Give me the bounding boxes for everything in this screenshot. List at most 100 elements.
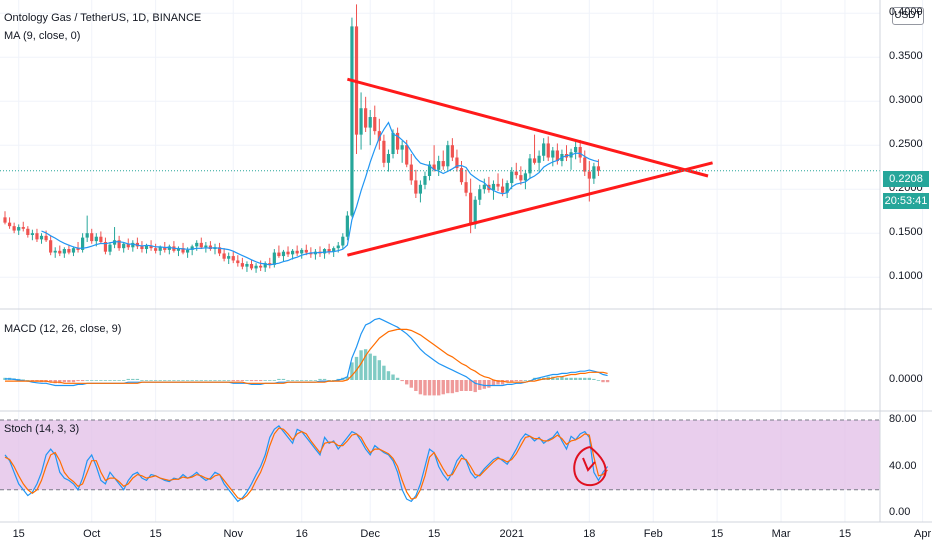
macd-histogram-bar: [423, 380, 427, 396]
time-tick-label: Dec: [360, 528, 380, 540]
candle-body: [583, 157, 587, 172]
candle-body: [94, 236, 98, 242]
currency-button[interactable]: USDT: [892, 7, 924, 25]
candle-body: [377, 131, 381, 141]
candle-body: [596, 166, 601, 171]
macd-histogram-bar: [528, 380, 532, 381]
macd-histogram-bar: [596, 380, 601, 381]
candle: [569, 148, 573, 170]
macd-histogram-bar: [359, 350, 363, 380]
candle-body: [131, 242, 135, 248]
macd-histogram-bar: [464, 380, 468, 391]
candle: [496, 173, 500, 191]
candle: [574, 141, 578, 160]
time-tick-label: Apr: [914, 528, 932, 540]
candle: [373, 105, 377, 135]
candle: [26, 226, 30, 238]
macd-histogram-bar: [199, 380, 203, 381]
macd-histogram-bar: [391, 374, 395, 380]
macd-histogram-bar: [427, 380, 432, 396]
candle: [345, 211, 349, 241]
candle-body: [542, 143, 546, 156]
candle-body: [528, 158, 532, 174]
candle: [313, 249, 318, 260]
macd-legend[interactable]: MACD (12, 26, close, 9): [4, 323, 122, 335]
stoch-d-line: [4, 427, 609, 500]
macd-histogram-bar: [167, 380, 172, 381]
price-pane[interactable]: [0, 4, 880, 273]
time-tick-label: Oct: [83, 528, 101, 540]
candle-body: [414, 180, 418, 194]
candle-body: [286, 251, 290, 255]
stoch-legend[interactable]: Stoch (14, 3, 3): [4, 423, 80, 435]
macd-histogram-bar: [555, 377, 560, 380]
macd-histogram-bar: [103, 380, 108, 381]
candle: [395, 127, 400, 154]
candle: [67, 244, 71, 255]
candle: [35, 228, 39, 242]
candle-body: [26, 228, 30, 235]
macd-histogram-bar: [331, 380, 336, 381]
ma-line: [41, 121, 599, 266]
macd-histogram-bar: [48, 380, 53, 383]
candle: [122, 242, 126, 253]
candle-body: [574, 146, 578, 153]
macd-histogram-bar: [268, 380, 272, 381]
macd-histogram-bar: [144, 380, 149, 381]
macd-histogram-bar: [245, 380, 249, 381]
candle: [81, 233, 85, 253]
candle-body: [345, 215, 349, 237]
candle: [400, 140, 404, 163]
candle-body: [437, 161, 441, 170]
candle-body: [496, 183, 500, 187]
candle: [418, 180, 423, 203]
candle: [368, 110, 372, 146]
candle: [240, 257, 244, 270]
macd-histogram-bar: [135, 378, 140, 380]
stoch-pane[interactable]: [0, 419, 880, 503]
macd-histogram-bar: [290, 380, 295, 381]
axis-lines: [0, 0, 932, 523]
macd-histogram-bar: [601, 380, 605, 383]
macd-histogram-bar: [322, 378, 327, 380]
candle-body: [140, 246, 144, 250]
candle: [446, 140, 450, 170]
candle: [578, 139, 582, 163]
candle: [459, 161, 464, 185]
candle-body: [195, 242, 199, 247]
candle-body: [62, 249, 66, 254]
candle-body: [108, 244, 112, 252]
candle-body: [21, 227, 25, 229]
ma-legend[interactable]: MA (9, close, 0): [4, 30, 81, 42]
macd-histogram-bar: [573, 377, 578, 380]
candle-body: [500, 186, 505, 193]
candle-body: [103, 242, 108, 252]
macd-histogram-bar: [21, 379, 25, 381]
macd-histogram-bar: [281, 378, 286, 380]
candle-body: [208, 245, 213, 250]
candle-body: [491, 183, 496, 191]
trendline-upper: [346, 77, 709, 178]
candle-body: [122, 243, 126, 249]
candle: [350, 17, 354, 218]
candle: [208, 241, 213, 251]
candle: [322, 248, 327, 259]
candle-body: [76, 248, 80, 250]
macd-histogram-bar: [373, 355, 377, 380]
macd-histogram-bar: [578, 377, 582, 380]
candle-body: [391, 132, 395, 154]
candle-body: [446, 145, 450, 167]
macd-pane[interactable]: [3, 317, 610, 396]
candle: [135, 237, 139, 250]
candle-body: [409, 164, 413, 181]
macd-histogram-bar: [505, 380, 509, 383]
macd-histogram-bar: [121, 380, 126, 381]
candle: [254, 263, 258, 273]
candle: [227, 252, 231, 264]
macd-histogram-bar: [432, 380, 436, 396]
symbol-title[interactable]: Ontology Gas / TetherUS, 1D, BINANCE: [4, 12, 202, 24]
candle-body: [277, 252, 281, 257]
macd-histogram-bar: [304, 380, 308, 381]
macd-histogram-bar: [473, 380, 477, 393]
